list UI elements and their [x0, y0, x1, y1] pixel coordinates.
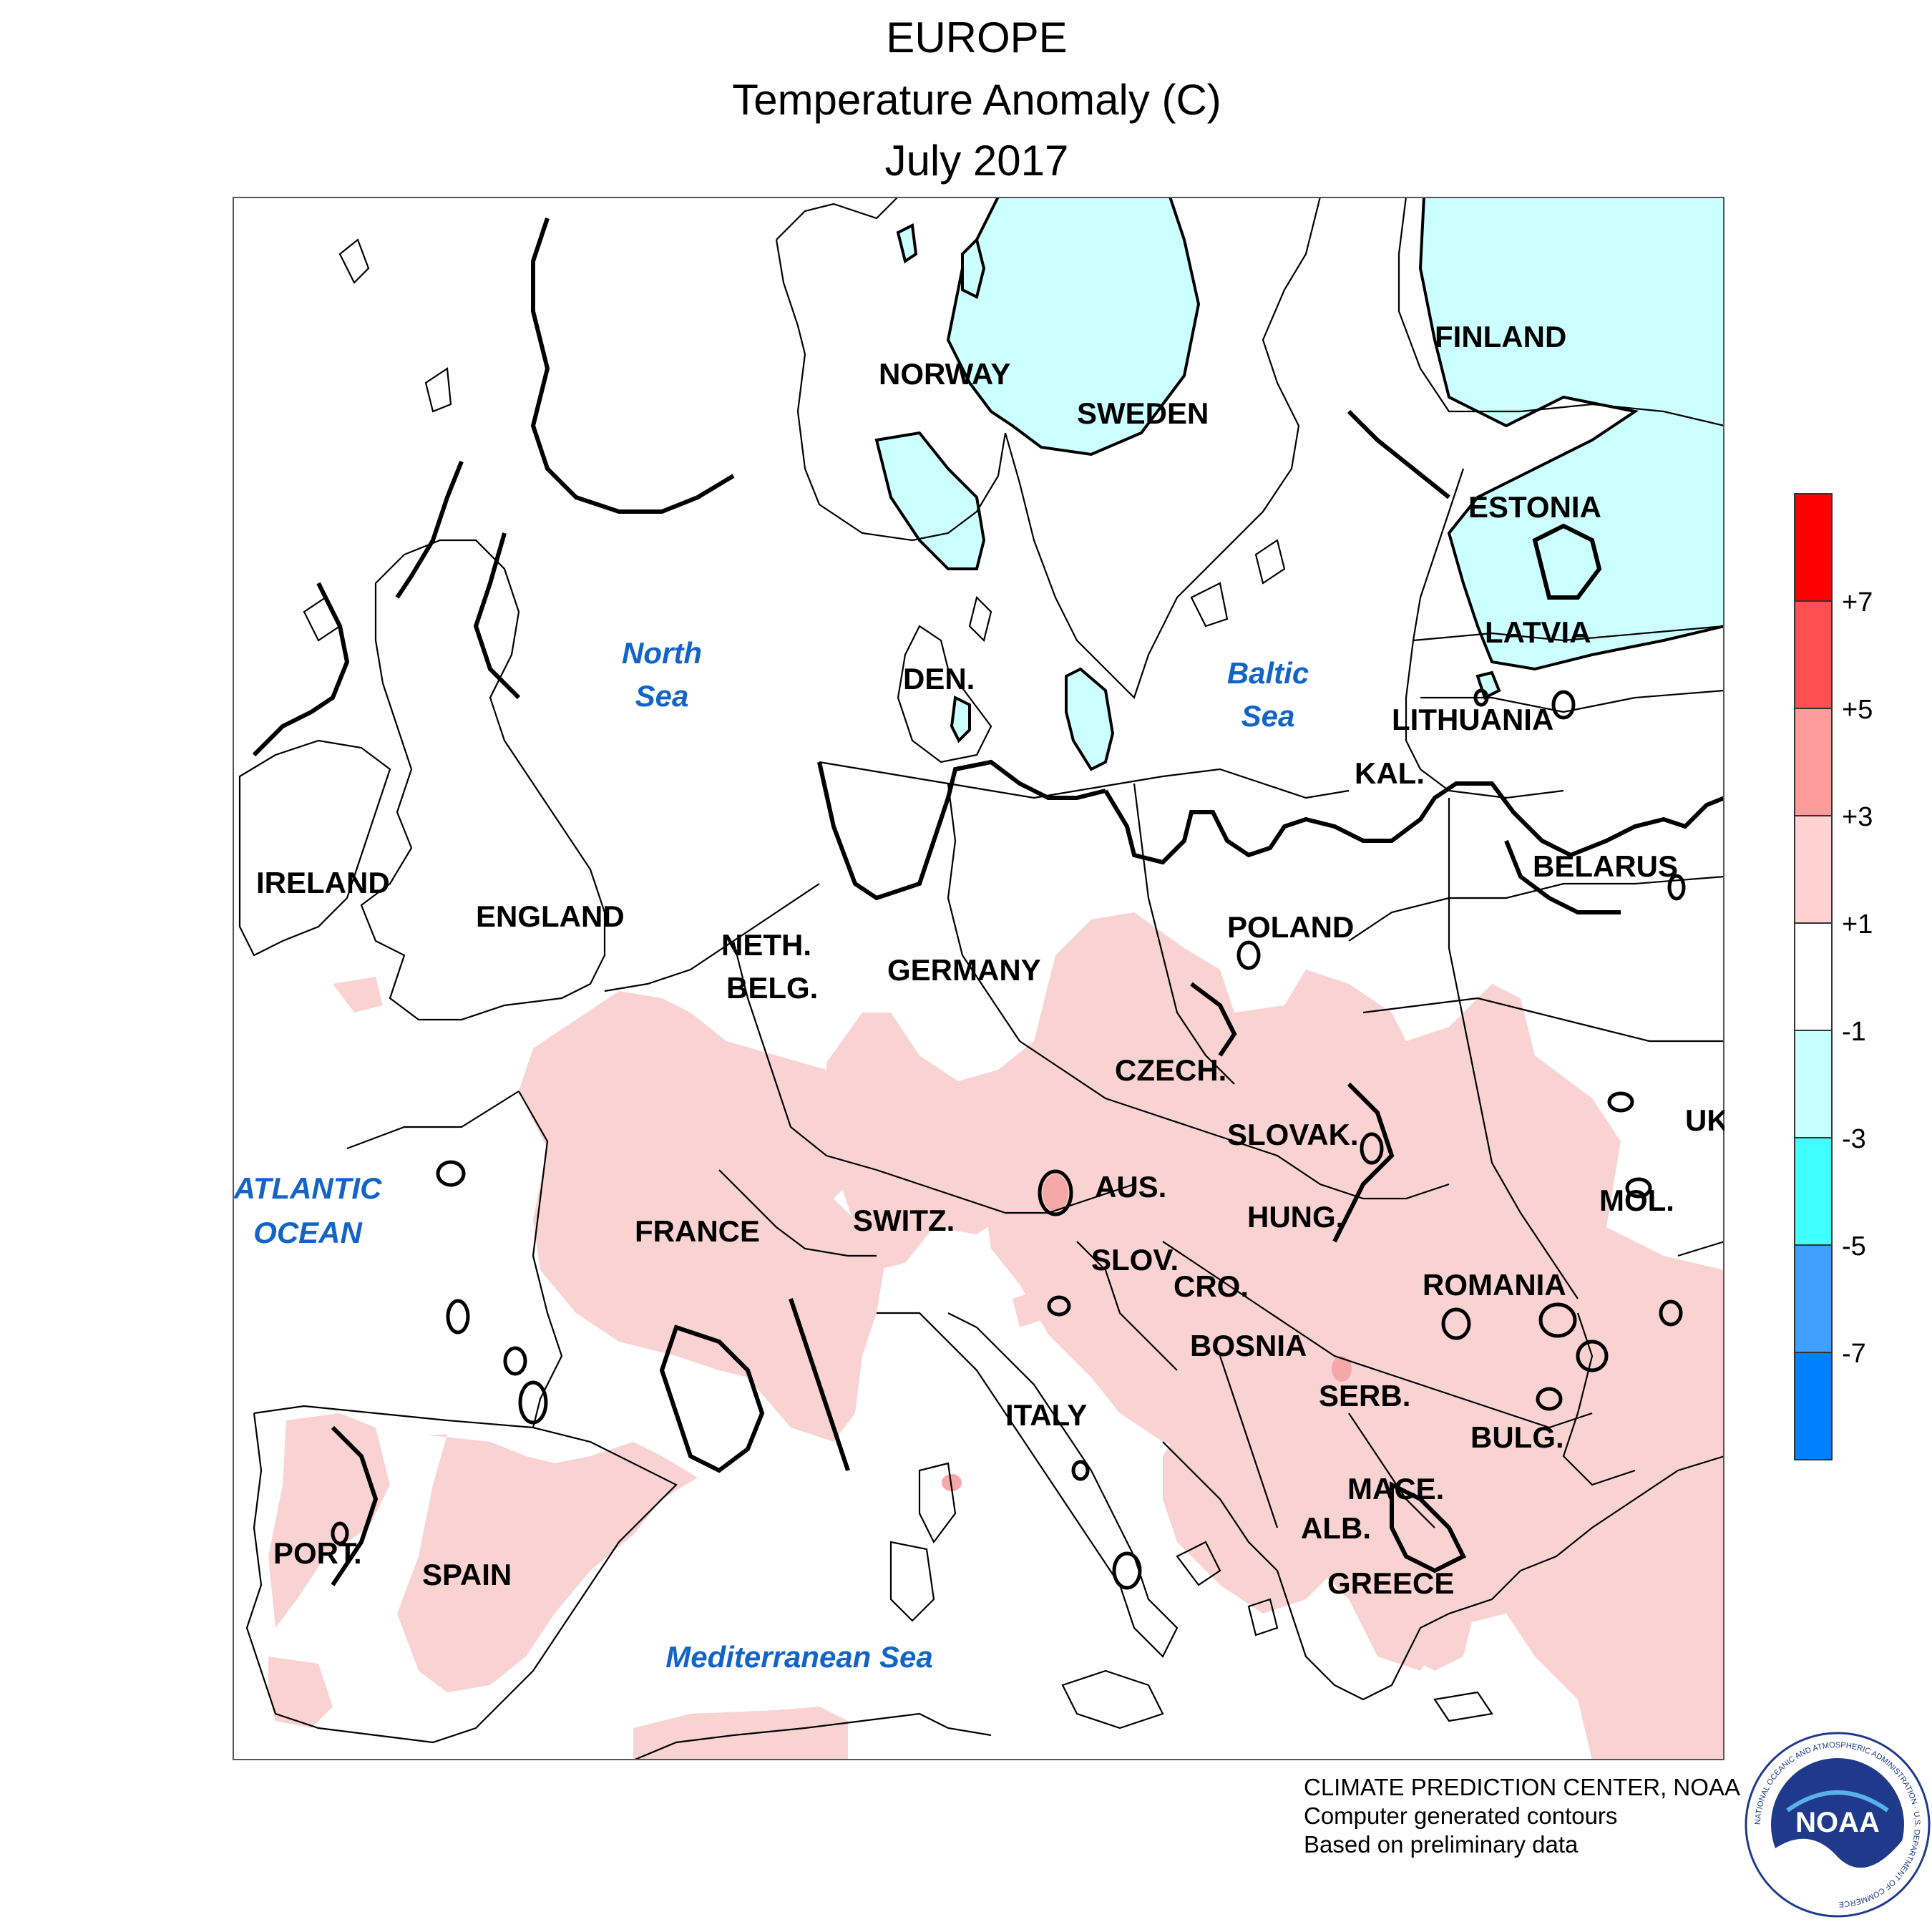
label-belgium: BELG.: [726, 971, 818, 1005]
label-mediterranean: Mediterranean Sea: [665, 1640, 933, 1674]
label-estonia: ESTONIA: [1468, 490, 1601, 524]
label-atlantic-2: OCEAN: [253, 1216, 363, 1249]
label-greece: GREECE: [1327, 1566, 1454, 1600]
coastlines: [238, 197, 1724, 1760]
label-baltic-sea-1: Baltic: [1227, 656, 1309, 690]
label-serbia: SERB.: [1319, 1379, 1410, 1413]
legend-tick-label: +5: [1842, 695, 1873, 725]
credits-block: CLIMATE PREDICTION CENTER, NOAA Computer…: [1304, 1773, 1740, 1859]
label-finland: FINLAND: [1435, 320, 1566, 353]
label-macedonia: MACE.: [1347, 1472, 1444, 1506]
label-croatia: CRO.: [1174, 1269, 1249, 1303]
legend-swatch: [1794, 1137, 1833, 1246]
warm-strong-spots: [942, 1174, 1352, 1491]
legend-tick-label: +1: [1842, 909, 1873, 940]
label-ukraine: UK: [1685, 1103, 1724, 1137]
map-frame: [233, 197, 1724, 1760]
label-north-sea-1: North: [622, 636, 702, 670]
noaa-logo-text: NOAA: [1795, 1807, 1880, 1838]
label-latvia: LATVIA: [1485, 615, 1591, 649]
legend-swatch: [1794, 1030, 1833, 1138]
label-romania: ROMANIA: [1423, 1268, 1566, 1302]
label-switzerland: SWITZ.: [853, 1204, 955, 1237]
small-contour-loops: [331, 688, 1686, 1590]
anomaly-color-legend: +7 +5 +3 +1 -1 -3 -5 -7: [1794, 493, 1873, 1460]
label-hungary: HUNG.: [1247, 1200, 1344, 1234]
label-slovakia: SLOVAK.: [1227, 1118, 1359, 1151]
label-moldova: MOL.: [1599, 1184, 1674, 1217]
label-austria: AUS.: [1095, 1170, 1166, 1204]
label-baltic-sea-2: Sea: [1241, 699, 1295, 733]
label-england: ENGLAND: [476, 899, 625, 933]
label-kaliningrad: KAL.: [1355, 756, 1425, 790]
label-italy: ITALY: [1005, 1398, 1087, 1432]
legend-tick-label: +7: [1842, 587, 1873, 618]
legend-swatch: [1794, 922, 1833, 1031]
map-title-variable: Temperature Anomaly (C): [732, 76, 1221, 124]
legend-tick-label: -5: [1842, 1231, 1866, 1262]
label-poland: POLAND: [1227, 910, 1354, 944]
warm-anomaly-areas: [268, 912, 1724, 1760]
label-north-sea-2: Sea: [635, 679, 689, 713]
europe-anomaly-map: NORWAY SWEDEN FINLAND ESTONIA LATVIA LIT…: [233, 197, 1724, 1760]
legend-swatch: [1794, 815, 1833, 924]
label-czech: CZECH.: [1115, 1053, 1226, 1087]
label-france: FRANCE: [635, 1214, 760, 1248]
credits-method: Computer generated contours: [1304, 1802, 1618, 1829]
noaa-logo: NOAA NATIONAL OCEANIC AND ATMOSPHERIC AD…: [1745, 1732, 1931, 1918]
map-title-period: July 2017: [884, 137, 1069, 185]
label-albania: ALB.: [1301, 1511, 1371, 1545]
credits-org: CLIMATE PREDICTION CENTER, NOAA: [1304, 1774, 1740, 1800]
legend-swatch: [1794, 600, 1833, 709]
credits-note: Based on preliminary data: [1304, 1831, 1579, 1858]
label-atlantic-1: ATLANTIC: [233, 1171, 383, 1205]
label-netherlands: NETH.: [721, 928, 811, 962]
label-bosnia: BOSNIA: [1190, 1329, 1307, 1362]
label-spain: SPAIN: [422, 1558, 512, 1591]
legend-tick-label: -1: [1842, 1017, 1866, 1047]
legend-swatch: [1794, 493, 1833, 602]
label-slovenia: SLOV.: [1091, 1243, 1179, 1277]
legend-swatch: [1794, 1352, 1833, 1460]
legend-tick-label: -7: [1842, 1339, 1866, 1369]
label-norway: NORWAY: [879, 357, 1010, 391]
legend-tick-label: +3: [1842, 802, 1873, 832]
label-denmark: DEN.: [903, 662, 975, 696]
label-sweden: SWEDEN: [1077, 396, 1209, 430]
legend-tick-label: -3: [1842, 1124, 1866, 1154]
map-title-region: EUROPE: [886, 14, 1068, 62]
cool-anomaly-areas: [874, 197, 1724, 771]
label-belarus: BELARUS: [1533, 849, 1678, 883]
label-portugal: PORT.: [273, 1536, 362, 1570]
label-lithuania: LITHUANIA: [1392, 703, 1553, 736]
legend-swatch: [1794, 708, 1833, 816]
label-ireland: IRELAND: [256, 866, 390, 899]
legend-swatch: [1794, 1244, 1833, 1353]
label-bulgaria: BULG.: [1470, 1420, 1564, 1454]
label-germany: GERMANY: [887, 953, 1041, 987]
contour-lines: [252, 218, 1724, 1586]
